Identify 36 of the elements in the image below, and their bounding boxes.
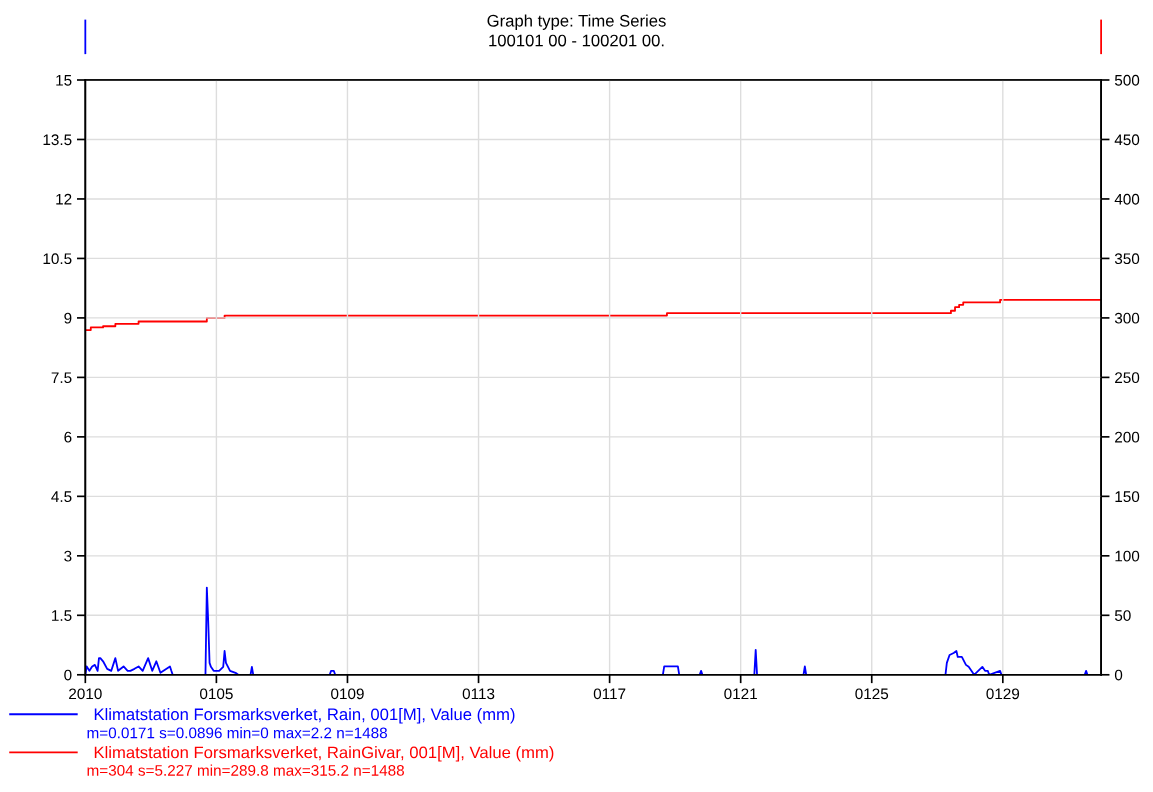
y-tick-label: 7.5 [51,372,72,384]
text: m=0.0171 s=0.0896 min=0 max=2.2 n=1488 [87,727,387,739]
chart-subtitle: 100101 00 - 100201 00. [489,34,664,47]
y-tick-label: 1.5 [52,610,72,621]
x-tick-label: 0129 [986,688,1020,700]
x-tick-label: 0113 [462,688,495,700]
y-tick-label: 12 [56,193,72,205]
y-tick-label: 9 [64,312,72,324]
y-tick-label: 4.5 [51,491,72,503]
y2-tick-label: 350 [1114,253,1140,265]
y2-tick-label: 150 [1115,491,1140,503]
legend-label: Klimatstation Forsmarksverket, RainGivar, 001[M], Value (mm) [94,746,554,762]
y2-tick-label: 400 [1114,193,1140,205]
y-tick-label: 0 [64,669,72,681]
y2-tick-label: 50 [1114,610,1131,621]
y2-tick-label: 500 [1114,74,1140,86]
x-tick-label: 0125 [855,688,889,700]
chart-title: Graph type: Time Series [487,14,666,30]
y2-tick-label: 200 [1115,431,1140,443]
y-tick-label: 13.5 [43,134,72,146]
x-tick-label: 2010 [69,688,102,700]
y2-tick-label: 300 [1114,312,1140,324]
y2-tick-label: 450 [1114,134,1140,146]
y-tick-label: 10.5 [43,253,72,265]
y2-tick-label: 100 [1115,550,1140,562]
y-tick-label: 3 [64,550,72,562]
text: m=304 s=5.227 min=289.8 max=315.2 n=1488 [87,764,404,776]
x-tick-label: 0117 [593,688,626,700]
x-tick-label: 0121 [724,688,757,700]
y2-tick-label: 0 [1114,669,1123,681]
x-tick-label: 0109 [331,688,364,700]
y-tick-label: 6 [64,431,72,443]
x-tick-label: 0105 [200,688,233,700]
y-tick-label: 15 [56,75,72,86]
y2-tick-label: 250 [1115,372,1140,384]
legend-label: Klimatstation Forsmarksverket, Rain, 001[M], Value (mm) [94,708,515,724]
